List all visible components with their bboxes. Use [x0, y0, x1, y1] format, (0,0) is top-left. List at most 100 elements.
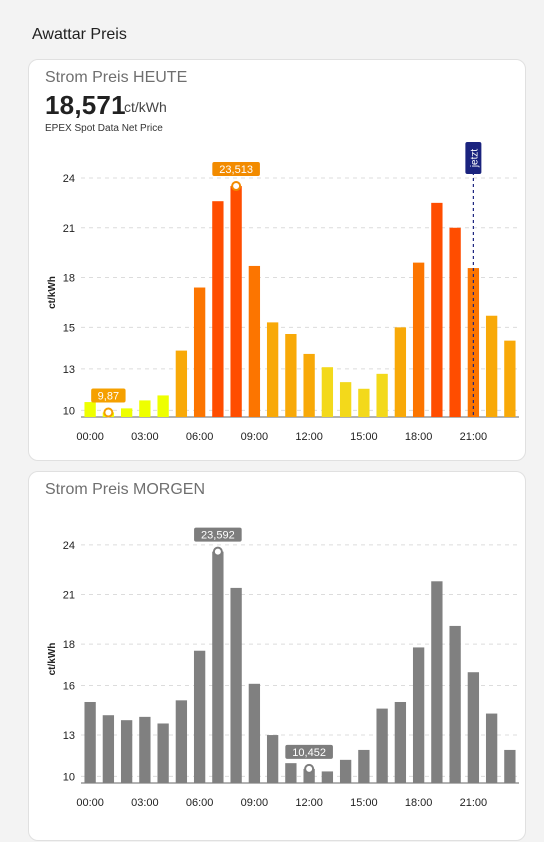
price-bar: [230, 587, 242, 783]
max-value-label: 23,513: [219, 164, 253, 176]
y-tick-label: 13: [63, 730, 75, 742]
y-tick-label: 10: [63, 771, 75, 783]
price-bar: [504, 749, 516, 783]
price-bar: [303, 768, 315, 783]
x-tick-label: 06:00: [186, 431, 214, 443]
price-bar: [175, 350, 188, 417]
x-tick-label: 06:00: [186, 797, 214, 809]
price-bar: [120, 408, 133, 417]
price-bar: [485, 713, 498, 783]
price-bar: [285, 763, 297, 783]
today-subtitle: EPEX Spot Data Net Price: [45, 123, 163, 134]
tomorrow-price-card: Strom Preis MORGEN 10 13 16 18 21 24 ct/kWh 00:…: [28, 471, 526, 841]
y-tick-label: 18: [63, 639, 75, 651]
price-bar: [321, 771, 334, 783]
y-tick-label: 10: [63, 405, 75, 417]
price-bar: [266, 735, 279, 783]
price-bar: [394, 701, 407, 783]
price-bar: [376, 708, 388, 783]
x-tick-label: 03:00: [131, 431, 159, 443]
price-bar: [193, 650, 206, 783]
max-marker-dot: [212, 546, 223, 557]
max-marker-dot: [231, 181, 242, 192]
price-bar: [358, 388, 370, 417]
price-bar: [157, 723, 169, 783]
section-title: Awattar Preis: [32, 26, 127, 43]
min-value-label: 10,452: [292, 747, 326, 759]
now-marker-badge: [465, 142, 482, 174]
min-value-badge: [285, 744, 333, 759]
price-bar: [394, 327, 407, 417]
x-tick-label: 09:00: [241, 797, 269, 809]
current-price-unit: ct/kWh: [124, 99, 167, 115]
price-bar: [84, 701, 96, 783]
min-value-label: 9,87: [98, 391, 119, 403]
y-tick-label: 24: [63, 540, 75, 552]
price-bar: [248, 683, 261, 783]
price-bar: [139, 716, 151, 783]
y-tick-label: 16: [63, 680, 75, 692]
price-bar: [431, 581, 443, 783]
x-tick-label: 03:00: [131, 797, 159, 809]
price-bar: [212, 551, 224, 783]
price-bar: [504, 340, 516, 417]
price-bar: [376, 373, 388, 417]
price-bar: [467, 672, 480, 783]
y-axis-label: ct/kWh: [47, 276, 58, 309]
tomorrow-card-title: Strom Preis MORGEN: [45, 481, 206, 498]
max-value-badge: [194, 527, 242, 542]
price-bar: [102, 715, 115, 783]
x-tick-label: 18:00: [405, 431, 433, 443]
price-bar: [248, 265, 261, 417]
price-bar: [139, 400, 151, 417]
price-bar: [157, 395, 169, 417]
x-tick-label: 12:00: [295, 431, 323, 443]
x-tick-label: 21:00: [460, 797, 488, 809]
min-value-badge: [91, 388, 126, 403]
min-marker-dot: [304, 763, 315, 774]
price-bar: [485, 315, 498, 417]
y-tick-label: 15: [63, 322, 75, 334]
price-bar: [266, 322, 279, 417]
price-bar: [449, 227, 461, 417]
x-tick-label: 00:00: [76, 431, 104, 443]
y-tick-label: 13: [63, 364, 75, 376]
now-marker-label: jetzt: [469, 149, 480, 169]
today-price-card: Strom Preis HEUTE 18,571 ct/kWh EPEX Spo…: [28, 59, 526, 461]
price-bar: [303, 353, 315, 417]
today-card-title: Strom Preis HEUTE: [45, 69, 188, 86]
x-tick-label: 00:00: [76, 797, 104, 809]
y-tick-label: 24: [63, 173, 75, 185]
x-tick-label: 21:00: [460, 431, 488, 443]
price-bar: [412, 647, 425, 783]
min-marker-dot: [103, 407, 114, 418]
price-bar: [212, 201, 224, 417]
price-bar: [285, 334, 297, 417]
x-tick-label: 12:00: [295, 797, 323, 809]
price-bar: [431, 202, 443, 417]
tomorrow-price-chart: 10 13 16 18 21 24 ct/kWh 00:00 03:00 06:00 09:00 12…: [47, 527, 519, 809]
price-bar: [84, 402, 96, 417]
price-bar: [339, 759, 352, 783]
y-tick-label: 18: [63, 273, 75, 285]
price-bar: [175, 700, 188, 783]
y-tick-label: 21: [63, 590, 75, 602]
price-bar: [120, 720, 133, 783]
price-bar: [230, 186, 242, 417]
today-price-chart: 10 13 15 18 21 24 ct/kWh 00:00 03:00 06:00 09:00 12…: [47, 142, 519, 443]
price-bar: [358, 749, 370, 783]
x-tick-label: 15:00: [350, 431, 378, 443]
x-tick-label: 18:00: [405, 797, 433, 809]
price-bar: [321, 367, 334, 417]
price-bar: [193, 287, 206, 417]
y-axis-label: ct/kWh: [47, 643, 58, 676]
y-tick-label: 21: [63, 223, 75, 235]
current-price-value: 18,571: [45, 90, 126, 120]
price-bar: [449, 625, 461, 783]
price-bar: [412, 262, 425, 417]
price-bar: [339, 382, 352, 417]
max-value-label: 23,592: [201, 530, 235, 542]
max-value-badge: [212, 162, 260, 177]
x-tick-label: 15:00: [350, 797, 378, 809]
x-tick-label: 09:00: [241, 431, 269, 443]
